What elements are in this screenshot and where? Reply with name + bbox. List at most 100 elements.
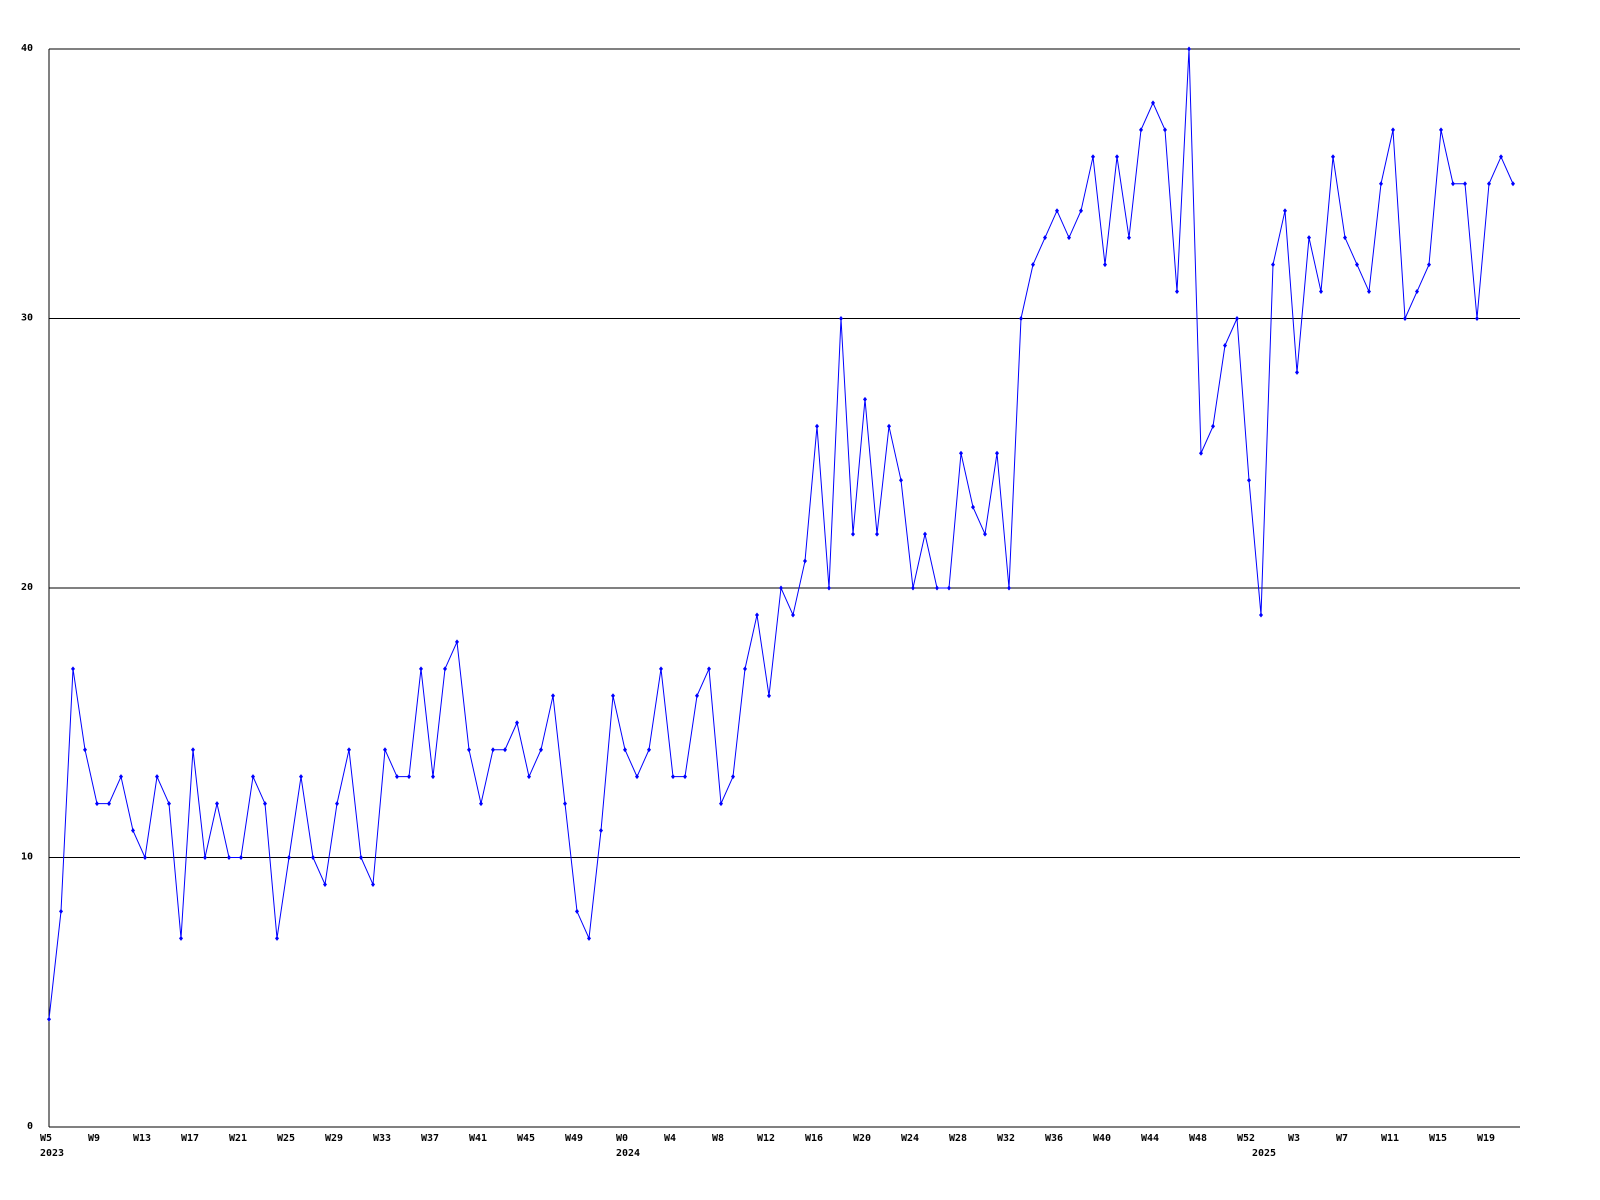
data-point — [119, 774, 123, 780]
data-point — [1295, 369, 1299, 375]
data-point — [335, 801, 339, 807]
data-point — [1127, 235, 1131, 241]
data-point — [839, 316, 843, 321]
data-point — [239, 855, 243, 860]
data-point — [1379, 181, 1383, 187]
data-point — [1091, 154, 1095, 160]
data-point — [83, 747, 87, 753]
data-point — [47, 1016, 51, 1022]
data-point — [263, 801, 267, 807]
data-point — [455, 639, 459, 645]
data-point — [479, 801, 483, 807]
data-point — [527, 774, 531, 780]
data-point — [1427, 262, 1431, 268]
data-point — [887, 423, 891, 429]
data-point — [983, 531, 987, 537]
data-point — [779, 585, 783, 591]
data-point — [1391, 127, 1395, 133]
data-point — [1019, 316, 1023, 321]
data-point — [1451, 181, 1455, 187]
data-point — [1079, 208, 1083, 214]
data-point — [659, 666, 663, 672]
data-point — [767, 693, 771, 699]
x-tick-label: W9 — [88, 1133, 100, 1144]
data-point — [407, 774, 411, 780]
data-point — [95, 801, 99, 807]
data-point — [395, 774, 399, 780]
data-point — [1115, 154, 1119, 160]
data-point — [575, 908, 579, 914]
data-point — [1199, 450, 1203, 456]
data-point — [179, 935, 183, 941]
x-tick-label: W25 — [277, 1133, 295, 1144]
data-point — [227, 855, 231, 860]
x-tick-label: W19 — [1477, 1133, 1495, 1144]
y-tick-label: 40 — [21, 43, 33, 54]
data-point — [215, 801, 219, 807]
x-tick-label: W49 — [565, 1133, 583, 1144]
data-point — [311, 855, 315, 860]
data-point — [647, 747, 651, 753]
data-point — [431, 774, 435, 780]
x-tick-label: W15 — [1429, 1133, 1447, 1144]
data-point — [143, 855, 147, 860]
x-tick-label: W16 — [805, 1133, 823, 1144]
data-point — [1511, 181, 1515, 187]
data-point — [803, 558, 807, 564]
data-point — [587, 935, 591, 941]
data-point — [695, 693, 699, 699]
data-point — [755, 612, 759, 618]
data-point — [131, 828, 135, 834]
x-tick-label: W21 — [229, 1133, 247, 1144]
data-point — [959, 450, 963, 456]
data-point — [107, 801, 111, 807]
x-tick-label: W7 — [1336, 1133, 1348, 1144]
data-point — [1211, 423, 1215, 429]
data-point — [1415, 289, 1419, 295]
data-point — [863, 396, 867, 402]
y-tick-label: 30 — [21, 313, 33, 324]
data-point — [347, 747, 351, 753]
data-point — [1043, 235, 1047, 241]
data-point — [1271, 262, 1275, 268]
data-point — [1163, 127, 1167, 133]
data-point — [731, 774, 735, 780]
x-tick-label: W24 — [901, 1133, 919, 1144]
data-point — [1499, 154, 1503, 160]
data-point — [683, 774, 687, 780]
data-point — [251, 774, 255, 780]
x-tick-label: W4 — [664, 1133, 676, 1144]
data-point — [1319, 289, 1323, 295]
x-tick-label: W13 — [133, 1133, 151, 1144]
data-point — [1187, 46, 1191, 52]
x-tick-label: W28 — [949, 1133, 967, 1144]
data-point — [1151, 100, 1155, 106]
data-point — [371, 881, 375, 887]
data-point — [635, 774, 639, 780]
data-point — [467, 747, 471, 753]
x-tick-label: W40 — [1093, 1133, 1111, 1144]
data-point — [1463, 181, 1467, 187]
data-point — [971, 504, 975, 510]
data-point — [1355, 262, 1359, 268]
x-tick-label: W44 — [1141, 1133, 1159, 1144]
data-point — [443, 666, 447, 672]
x-tick-label: W11 — [1381, 1133, 1399, 1144]
data-point — [815, 423, 819, 429]
data-point — [719, 801, 723, 807]
data-point — [1031, 262, 1035, 268]
data-point — [1331, 154, 1335, 160]
data-point — [743, 666, 747, 672]
data-point — [1103, 262, 1107, 268]
data-point — [1223, 342, 1227, 348]
data-point — [1259, 612, 1263, 618]
data-point — [1343, 235, 1347, 241]
data-line — [48, 48, 1514, 1020]
data-point — [191, 747, 195, 753]
data-point — [551, 693, 555, 699]
data-point — [563, 801, 567, 807]
y-tick-label: 10 — [21, 852, 33, 863]
data-point — [1007, 585, 1011, 591]
data-point — [947, 585, 951, 591]
